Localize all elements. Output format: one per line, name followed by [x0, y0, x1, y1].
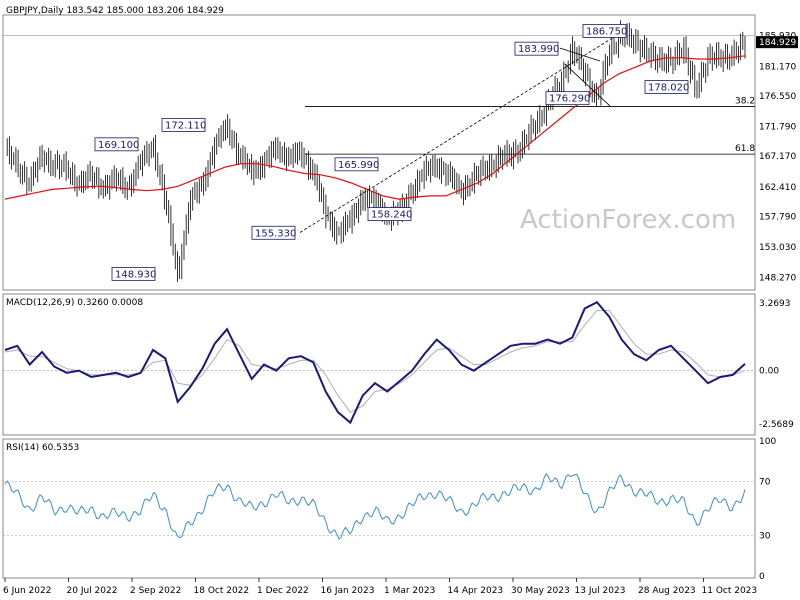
price-annotation: 186.750	[582, 24, 627, 38]
rsi-header: RSI(14) 60.5353	[6, 443, 79, 453]
price-tick-label: 148.270	[759, 274, 796, 284]
price-annotation: 178.020	[644, 80, 689, 94]
macd-tick-label: 3.2693	[759, 299, 791, 309]
pattern-line	[564, 63, 611, 107]
price-tick-label: 181.170	[759, 62, 796, 72]
rsi-tick-label: 70	[759, 478, 771, 488]
svg-text:178.020: 178.020	[648, 83, 689, 94]
price-annotation: 155.330	[251, 225, 296, 240]
price-tick-label: 171.790	[759, 123, 796, 133]
price-annotation: 169.100	[94, 137, 139, 152]
x-tick-label: 6 Jun 2022	[3, 586, 51, 596]
price-annotation: 172.110	[161, 118, 206, 132]
pattern-line	[559, 47, 601, 62]
price-tick-label: 153.030	[759, 243, 796, 253]
fib-label: 38.2	[735, 97, 755, 107]
x-tick-label: 20 Jul 2022	[67, 586, 118, 596]
price-annotation: 148.930	[111, 266, 156, 281]
price-annotation: 158.240	[367, 207, 412, 221]
svg-text:172.110: 172.110	[165, 120, 206, 131]
price-tick-label: 157.790	[759, 212, 796, 222]
trend-line	[299, 29, 626, 233]
svg-text:155.330: 155.330	[255, 228, 296, 239]
macd-panel	[2, 293, 756, 436]
x-tick-label: 30 May 2023	[511, 586, 570, 596]
x-tick-label: 13 Jul 2023	[575, 586, 626, 596]
price-tick-label: 176.550	[759, 92, 796, 102]
rsi-tick-label: 100	[759, 437, 776, 447]
macd-tick-label: -2.5689	[759, 420, 794, 430]
fib-label: 61.8	[735, 144, 755, 154]
price-annotation: 183.990	[514, 41, 559, 56]
x-tick-label: 18 Oct 2022	[194, 586, 250, 596]
macd-tick-label: 0.00	[759, 367, 779, 377]
x-tick-label: 2 Sep 2022	[130, 586, 181, 596]
x-tick-label: 14 Apr 2023	[448, 586, 504, 596]
svg-text:165.990: 165.990	[338, 160, 379, 171]
svg-text:176.290: 176.290	[549, 94, 590, 105]
svg-text:183.990: 183.990	[518, 44, 559, 55]
rsi-panel	[2, 438, 756, 579]
x-tick-label: 11 Oct 2023	[702, 586, 758, 596]
rsi-tick-label: 0	[759, 572, 765, 582]
price-tick-label: 162.410	[759, 183, 796, 193]
watermark: ActionForex.com	[520, 205, 736, 235]
price-annotation: 165.990	[334, 157, 379, 172]
moving-average-line	[4, 55, 746, 200]
x-tick-label: 1 Mar 2023	[384, 586, 435, 596]
last-price-tag: 184.929	[756, 36, 798, 49]
macd-header: MACD(12,26,9) 0.3260 0.0008	[6, 298, 143, 308]
svg-text:148.930: 148.930	[115, 269, 156, 280]
svg-text:186.750: 186.750	[586, 26, 627, 37]
price-annotation: 176.290	[545, 91, 590, 106]
svg-text:169.100: 169.100	[98, 140, 139, 151]
price-tick-label: 167.170	[759, 152, 796, 162]
rsi-line	[4, 472, 746, 540]
price-header: GBPJPY,Daily 183.542 185.000 183.206 184…	[6, 6, 224, 16]
x-tick-label: 28 Aug 2023	[638, 586, 696, 596]
svg-text:184.929: 184.929	[759, 38, 796, 48]
svg-text:158.240: 158.240	[371, 210, 412, 221]
macd-line	[4, 300, 746, 425]
price-panel	[2, 14, 756, 291]
x-tick-label: 1 Dec 2022	[257, 586, 309, 596]
macd-signal-line	[4, 310, 746, 413]
rsi-tick-label: 30	[759, 532, 771, 542]
x-tick-label: 16 Jan 2023	[321, 586, 375, 596]
